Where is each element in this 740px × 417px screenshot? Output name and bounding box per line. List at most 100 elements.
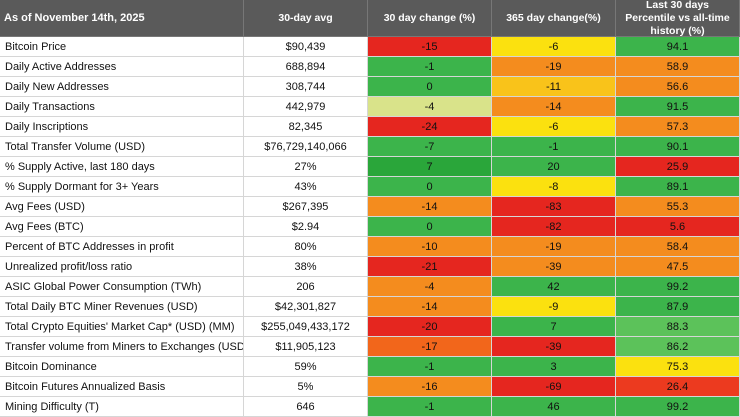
change-cell: 7 xyxy=(492,317,616,337)
change-cell: -14 xyxy=(368,297,492,317)
row-label: Bitcoin Dominance xyxy=(0,357,244,377)
change-cell: -21 xyxy=(368,257,492,277)
change-cell: 87.9 xyxy=(616,297,740,317)
change-cell: 89.1 xyxy=(616,177,740,197)
row-label: Percent of BTC Addresses in profit xyxy=(0,237,244,257)
avg-cell: 688,894 xyxy=(244,57,368,77)
avg-cell: $90,439 xyxy=(244,37,368,57)
row-label: Avg Fees (BTC) xyxy=(0,217,244,237)
column-header: Last 30 days Percentile vs all-time hist… xyxy=(616,0,740,37)
change-cell: 94.1 xyxy=(616,37,740,57)
change-cell: -14 xyxy=(492,97,616,117)
change-cell: 58.4 xyxy=(616,237,740,257)
change-cell: 55.3 xyxy=(616,197,740,217)
avg-cell: 80% xyxy=(244,237,368,257)
avg-cell: 308,744 xyxy=(244,77,368,97)
change-cell: 99.2 xyxy=(616,277,740,297)
avg-cell: 646 xyxy=(244,397,368,417)
row-label: Avg Fees (USD) xyxy=(0,197,244,217)
change-cell: 91.5 xyxy=(616,97,740,117)
change-cell: 42 xyxy=(492,277,616,297)
change-cell: -69 xyxy=(492,377,616,397)
row-label: Daily New Addresses xyxy=(0,77,244,97)
avg-cell: 27% xyxy=(244,157,368,177)
change-cell: 20 xyxy=(492,157,616,177)
change-cell: -10 xyxy=(368,237,492,257)
column-header: As of November 14th, 2025 xyxy=(0,0,244,37)
avg-cell: 59% xyxy=(244,357,368,377)
row-label: Daily Active Addresses xyxy=(0,57,244,77)
change-cell: 47.5 xyxy=(616,257,740,277)
avg-cell: $11,905,123 xyxy=(244,337,368,357)
row-label: Total Crypto Equities' Market Cap* (USD)… xyxy=(0,317,244,337)
change-cell: -1 xyxy=(492,137,616,157)
column-header: 30 day change (%) xyxy=(368,0,492,37)
row-label: Daily Transactions xyxy=(0,97,244,117)
change-cell: -1 xyxy=(368,57,492,77)
column-header: 365 day change(%) xyxy=(492,0,616,37)
avg-cell: $76,729,140,066 xyxy=(244,137,368,157)
change-cell: -19 xyxy=(492,237,616,257)
change-cell: -4 xyxy=(368,277,492,297)
column-header: 30-day avg xyxy=(244,0,368,37)
change-cell: 99.2 xyxy=(616,397,740,417)
change-cell: -8 xyxy=(492,177,616,197)
change-cell: -82 xyxy=(492,217,616,237)
change-cell: -9 xyxy=(492,297,616,317)
avg-cell: 82,345 xyxy=(244,117,368,137)
change-cell: 25.9 xyxy=(616,157,740,177)
change-cell: 0 xyxy=(368,177,492,197)
change-cell: -39 xyxy=(492,337,616,357)
row-label: Total Transfer Volume (USD) xyxy=(0,137,244,157)
change-cell: -24 xyxy=(368,117,492,137)
avg-cell: $255,049,433,172 xyxy=(244,317,368,337)
change-cell: 3 xyxy=(492,357,616,377)
change-cell: -16 xyxy=(368,377,492,397)
avg-cell: 38% xyxy=(244,257,368,277)
avg-cell: 5% xyxy=(244,377,368,397)
change-cell: 0 xyxy=(368,217,492,237)
change-cell: -39 xyxy=(492,257,616,277)
change-cell: -1 xyxy=(368,397,492,417)
row-label: Mining Difficulty (T) xyxy=(0,397,244,417)
avg-cell: $267,395 xyxy=(244,197,368,217)
avg-cell: 206 xyxy=(244,277,368,297)
change-cell: -83 xyxy=(492,197,616,217)
change-cell: -6 xyxy=(492,37,616,57)
change-cell: 57.3 xyxy=(616,117,740,137)
avg-cell: $2.94 xyxy=(244,217,368,237)
change-cell: 58.9 xyxy=(616,57,740,77)
change-cell: -7 xyxy=(368,137,492,157)
change-cell: 56.6 xyxy=(616,77,740,97)
change-cell: 88.3 xyxy=(616,317,740,337)
avg-cell: 43% xyxy=(244,177,368,197)
change-cell: -14 xyxy=(368,197,492,217)
avg-cell: $42,301,827 xyxy=(244,297,368,317)
row-label: Unrealized profit/loss ratio xyxy=(0,257,244,277)
avg-cell: 442,979 xyxy=(244,97,368,117)
change-cell: 86.2 xyxy=(616,337,740,357)
row-label: Total Daily BTC Miner Revenues (USD) xyxy=(0,297,244,317)
change-cell: 46 xyxy=(492,397,616,417)
change-cell: -20 xyxy=(368,317,492,337)
row-label: Bitcoin Futures Annualized Basis xyxy=(0,377,244,397)
change-cell: 90.1 xyxy=(616,137,740,157)
row-label: Bitcoin Price xyxy=(0,37,244,57)
change-cell: -15 xyxy=(368,37,492,57)
change-cell: -11 xyxy=(492,77,616,97)
row-label: ASIC Global Power Consumption (TWh) xyxy=(0,277,244,297)
change-cell: 5.6 xyxy=(616,217,740,237)
row-label: Transfer volume from Miners to Exchanges… xyxy=(0,337,244,357)
change-cell: 75.3 xyxy=(616,357,740,377)
row-label: % Supply Active, last 180 days xyxy=(0,157,244,177)
change-cell: 26.4 xyxy=(616,377,740,397)
change-cell: 7 xyxy=(368,157,492,177)
row-label: % Supply Dormant for 3+ Years xyxy=(0,177,244,197)
row-label: Daily Inscriptions xyxy=(0,117,244,137)
change-cell: -4 xyxy=(368,97,492,117)
change-cell: -19 xyxy=(492,57,616,77)
change-cell: -17 xyxy=(368,337,492,357)
change-cell: -6 xyxy=(492,117,616,137)
